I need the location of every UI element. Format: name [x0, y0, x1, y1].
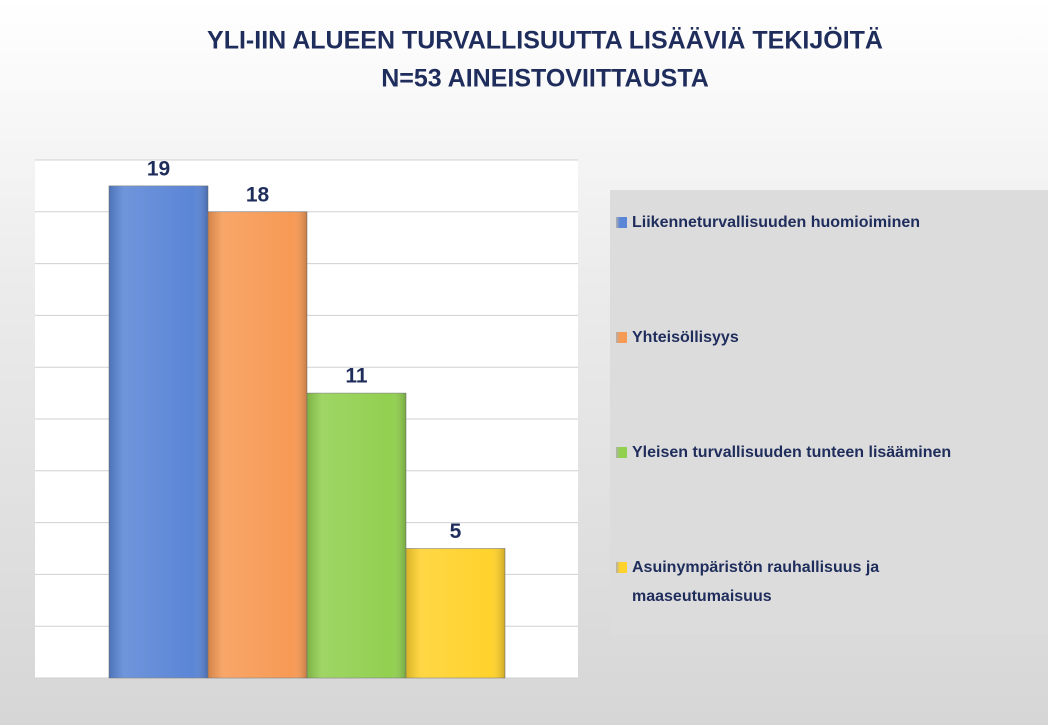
data-label: 5 [450, 520, 462, 543]
bar [306, 392, 407, 679]
bar [207, 211, 308, 679]
legend-label: Liikenneturvallisuuden huomioiminen [632, 214, 921, 231]
legend-swatch [616, 332, 627, 343]
legend: Liikenneturvallisuuden huomioiminen Yhtei… [610, 190, 1048, 635]
data-label: 19 [147, 157, 170, 180]
chart-subtitle: N=53 AINEISTOVIITTAUSTA [381, 65, 709, 93]
bar [405, 548, 506, 679]
bar [108, 185, 209, 679]
legend-entry: Yhteisöllisyys [616, 323, 977, 352]
data-label: 11 [345, 365, 368, 388]
chart-title: YLI-IIN ALUEEN TURVALLISUUTTA LISÄÄVIÄ T… [207, 26, 883, 55]
legend-entry: Asuinympäristön rauhallisuus ja maaseutu… [616, 553, 977, 611]
legend-swatch [616, 447, 627, 458]
legend-swatch [616, 562, 627, 573]
legend-label: Yhteisöllisyys [632, 329, 739, 346]
data-label: 18 [246, 183, 270, 206]
legend-entry: Yleisen turvallisuuden tunteen lisäämine… [616, 438, 977, 467]
legend-label: Yleisen turvallisuuden tunteen lisäämine… [632, 444, 952, 461]
legend-swatch [616, 217, 627, 228]
legend-entry: Liikenneturvallisuuden huomioiminen [616, 208, 977, 237]
legend-label: Asuinympäristön rauhallisuus ja maaseutu… [632, 559, 880, 605]
